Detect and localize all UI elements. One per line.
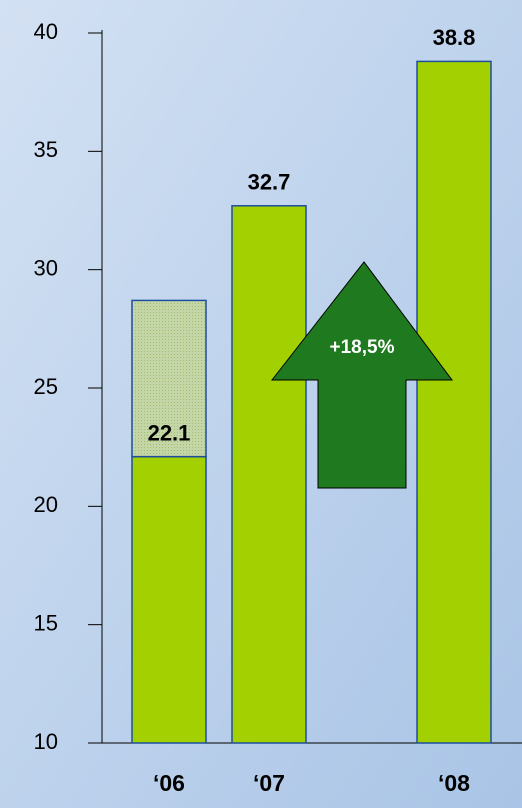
y-tick-label: 35 xyxy=(34,137,58,162)
data-label: 32.7 xyxy=(248,170,291,195)
x-tick-label: ‘06 xyxy=(153,770,185,796)
y-tick-label: 10 xyxy=(34,729,58,754)
y-tick-label: 15 xyxy=(34,610,58,635)
bar-segment xyxy=(231,205,307,744)
bar-segment xyxy=(131,455,207,744)
bar-segment xyxy=(416,60,492,744)
x-tick-label: ‘08 xyxy=(438,770,470,796)
data-label: 38.8 xyxy=(433,25,476,50)
y-tick-label: 20 xyxy=(34,492,58,517)
data-label: 22.1 xyxy=(148,420,191,445)
arrow xyxy=(270,261,453,489)
y-tick-label: 40 xyxy=(34,19,58,44)
y-tick-label: 30 xyxy=(34,255,58,280)
y-tick-label: 25 xyxy=(34,374,58,399)
bar-segment xyxy=(131,299,207,458)
annotation: +18,5% xyxy=(330,337,395,358)
x-tick-label: ‘07 xyxy=(253,770,285,796)
